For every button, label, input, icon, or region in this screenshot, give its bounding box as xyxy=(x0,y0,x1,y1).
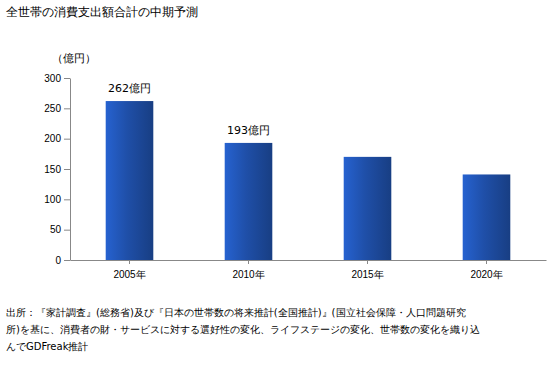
y-tick-label: 50 xyxy=(50,224,62,235)
bar xyxy=(344,157,392,260)
source-note: 出所：『家計調査』(総務省)及び『日本の世帯数の将来推計(全国推計)』(国立社会… xyxy=(6,307,466,318)
bar xyxy=(106,101,154,260)
y-tick: 100 xyxy=(44,194,70,205)
y-tick-label: 150 xyxy=(44,164,61,175)
y-tick: 0 xyxy=(55,255,70,266)
y-tick-mark xyxy=(64,169,70,170)
x-tick-mark xyxy=(367,260,368,264)
y-axis: 0 50 100 150 200 250 300 xyxy=(44,73,70,266)
y-tick-mark xyxy=(64,78,70,79)
x-axis-line xyxy=(71,260,547,261)
y-tick-mark xyxy=(64,199,70,200)
x-axis: 2005年 2010年 2015年 2020年 xyxy=(71,260,547,280)
y-axis-label: （億円） xyxy=(52,52,96,65)
y-tick-mark xyxy=(64,139,70,140)
x-tick-label: 2015年 xyxy=(351,269,383,280)
bar xyxy=(463,174,511,260)
y-tick-label: 100 xyxy=(44,194,61,205)
x-tick: 2010年 xyxy=(232,260,264,280)
x-tick: 2005年 xyxy=(113,260,145,280)
x-tick-mark xyxy=(248,260,249,264)
y-tick-label: 0 xyxy=(55,255,61,266)
y-tick-mark xyxy=(64,108,70,109)
y-tick: 50 xyxy=(50,224,70,235)
y-tick-mark xyxy=(64,260,70,261)
y-tick: 200 xyxy=(44,133,70,144)
x-tick: 2015年 xyxy=(351,260,383,280)
y-tick: 300 xyxy=(44,73,70,84)
y-tick-label: 250 xyxy=(44,103,61,114)
x-tick-label: 2010年 xyxy=(232,269,264,280)
data-label: 262億円 xyxy=(108,82,151,95)
y-tick-mark xyxy=(64,230,70,231)
x-tick-mark xyxy=(129,260,130,264)
y-tick-label: 200 xyxy=(44,133,61,144)
x-tick-label: 2005年 xyxy=(113,269,145,280)
x-tick: 2020年 xyxy=(470,260,502,280)
x-tick-label: 2020年 xyxy=(470,269,502,280)
bar xyxy=(225,143,273,260)
source-note: 所)を基に、消費者の財・サービスに対する選好性の変化、ライフステージの変化、世帯… xyxy=(6,324,480,335)
x-tick-mark xyxy=(486,260,487,264)
y-tick: 150 xyxy=(44,164,70,175)
data-label: 193億円 xyxy=(227,124,270,137)
y-axis-line xyxy=(70,79,71,261)
bars xyxy=(106,101,511,260)
chart-title: 全世帯の消費支出額合計の中期予測 xyxy=(6,5,198,19)
source-note: んでGDFreak推計 xyxy=(6,341,88,352)
y-tick-label: 300 xyxy=(44,73,61,84)
y-tick: 250 xyxy=(44,103,70,114)
